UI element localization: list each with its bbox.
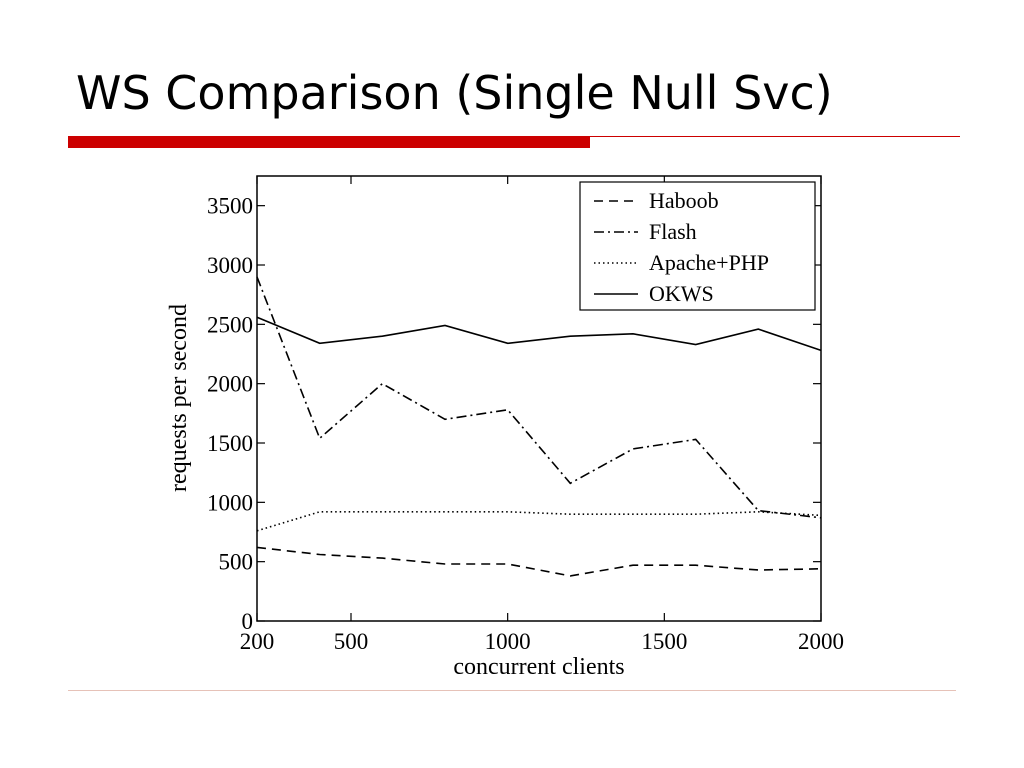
x-tick-label: 500 <box>334 629 369 654</box>
legend-label-flash: Flash <box>649 219 697 244</box>
y-axis-label: requests per second <box>166 304 192 492</box>
y-tick-label: 0 <box>242 609 254 634</box>
title-accent-bar <box>68 136 590 148</box>
legend-label-okws: OKWS <box>649 281 714 306</box>
x-axis-label: concurrent clients <box>453 654 624 680</box>
legend: Haboob Flash Apache+PHP OKWS <box>579 181 816 311</box>
title-divider-line <box>590 136 960 137</box>
legend-box <box>579 181 816 311</box>
x-tick-label: 2000 <box>798 629 844 654</box>
series-lines <box>256 276 822 577</box>
x-tick-label: 1000 <box>485 629 531 654</box>
axis-ticks: 0 500 1000 1500 2000 2500 3000 3500 200 500 1000 15… <box>207 176 844 654</box>
series-line-apache-php <box>256 510 822 532</box>
legend-label-apache-php: Apache+PHP <box>649 250 769 275</box>
x-tick-label: 1500 <box>641 629 687 654</box>
y-tick-label: 2500 <box>207 312 253 337</box>
y-tick-label: 1500 <box>207 431 253 456</box>
slide-title: WS Comparison (Single Null Svc) <box>76 66 833 120</box>
y-tick-label: 3500 <box>207 194 253 219</box>
legend-label-haboob: Haboob <box>649 188 719 213</box>
y-tick-label: 3000 <box>207 253 253 278</box>
footer-divider-line <box>68 690 956 691</box>
y-tick-label: 1000 <box>207 490 253 515</box>
y-tick-label: 2000 <box>207 372 253 397</box>
y-tick-label: 500 <box>219 550 254 575</box>
series-line-haboob <box>256 546 822 577</box>
series-line-okws <box>256 316 822 352</box>
plot-frame <box>256 175 822 622</box>
x-tick-label: 200 <box>240 629 275 654</box>
series-line-flash <box>256 276 822 519</box>
